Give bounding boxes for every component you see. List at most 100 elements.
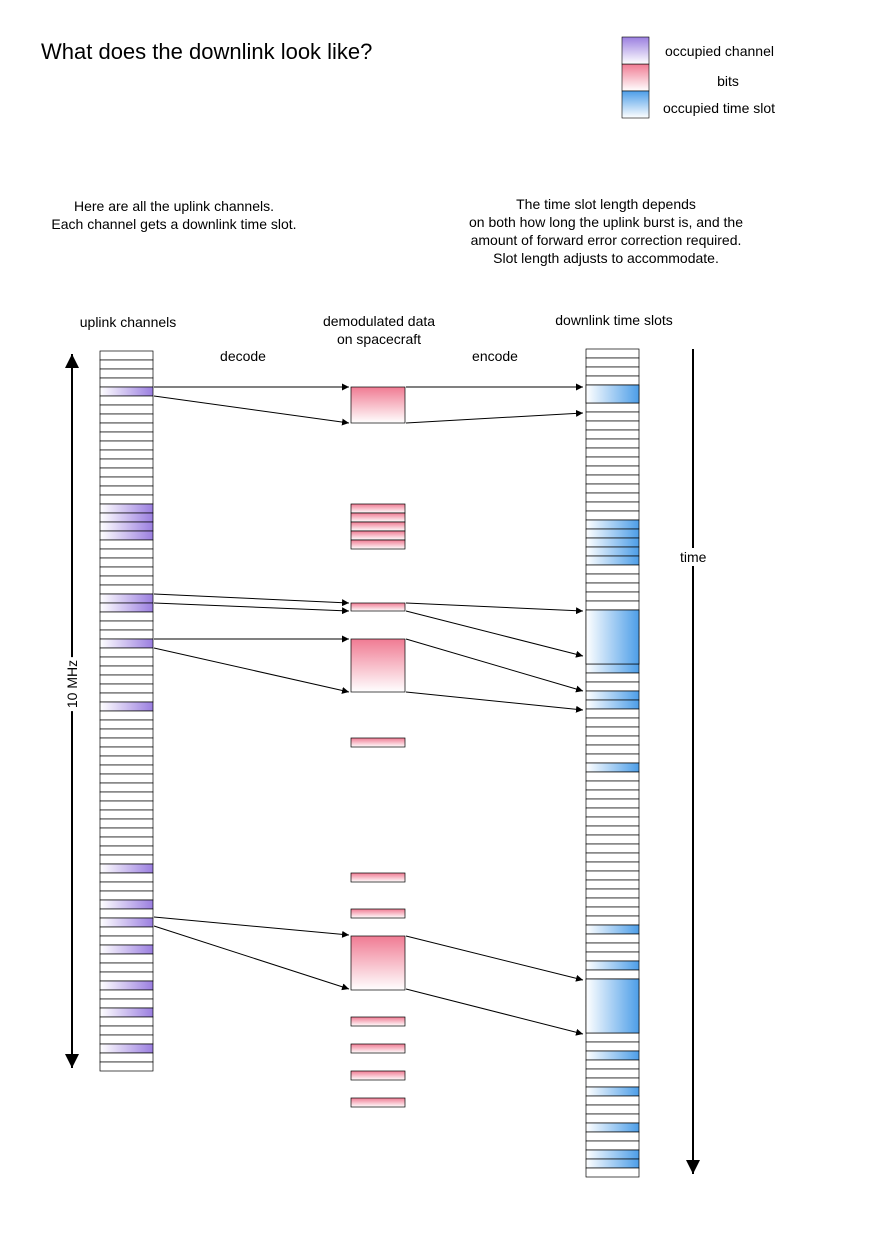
downlink-slot — [585, 681, 640, 692]
downlink-slot — [585, 708, 640, 719]
demod-header-line: on spacecraft — [336, 331, 422, 347]
downlink-slot — [585, 438, 640, 449]
downlink-slot-occupied — [585, 960, 640, 971]
uplink-channel — [99, 449, 154, 460]
downlink-slot — [585, 420, 640, 431]
uplink-channel — [99, 665, 154, 676]
downlink-slot-occupied — [585, 519, 640, 530]
uplink-channel — [99, 494, 154, 505]
uplink-channel — [99, 566, 154, 577]
demod-column-header: demodulated data on spacecraft — [323, 312, 435, 348]
encode-label: encode — [472, 348, 518, 364]
downlink-slot-large — [585, 609, 640, 665]
uplink-channel-occupied — [99, 530, 154, 541]
uplink-channel — [99, 467, 154, 478]
uplink-channel — [99, 539, 154, 550]
encode-arrow — [405, 935, 584, 982]
downlink-slot — [585, 1032, 640, 1043]
encode-arrow — [405, 602, 584, 615]
downlink-slot-occupied — [585, 1122, 640, 1133]
decode-arrow — [153, 593, 350, 607]
uplink-channel — [99, 755, 154, 766]
uplink-channel — [99, 368, 154, 379]
demod-bits-block — [350, 530, 406, 541]
downlink-slot — [585, 870, 640, 881]
demod-bits-block — [350, 638, 406, 693]
encode-arrow — [405, 638, 584, 693]
uplink-channel — [99, 458, 154, 469]
demod-bits-block — [350, 1016, 406, 1027]
downlink-slot — [585, 474, 640, 485]
uplink-channel — [99, 548, 154, 559]
downlink-slot — [585, 375, 640, 386]
downlink-slot-occupied — [585, 1158, 640, 1169]
legend-label-occupied-channel: occupied channel — [665, 43, 774, 59]
uplink-channel — [99, 782, 154, 793]
downlink-slot-occupied — [585, 762, 640, 773]
downlink-slot — [585, 969, 640, 980]
demod-bits-block — [350, 1043, 406, 1054]
timeslot-note-line: Slot length adjusts to accommodate. — [493, 250, 719, 266]
uplink-channel — [99, 440, 154, 451]
diagram-title: What does the downlink look like? — [41, 39, 373, 64]
uplink-channel — [99, 953, 154, 964]
downlink-slot — [585, 456, 640, 467]
downlink-slot — [585, 348, 640, 359]
uplink-channel — [99, 404, 154, 415]
legend-swatch-occupied-time-slot — [621, 90, 650, 119]
uplink-channel — [99, 710, 154, 721]
uplink-channel — [99, 989, 154, 1000]
downlink-slot — [585, 789, 640, 800]
uplink-channel — [99, 431, 154, 442]
uplink-channel — [99, 584, 154, 595]
uplink-channel — [99, 485, 154, 496]
uplink-channel — [99, 827, 154, 838]
uplink-channel-occupied — [99, 1007, 154, 1018]
downlink-slot — [585, 879, 640, 890]
uplink-channel — [99, 818, 154, 829]
uplink-channel — [99, 377, 154, 388]
uplink-channel — [99, 971, 154, 982]
uplink-channel — [99, 359, 154, 370]
uplink-channel — [99, 629, 154, 640]
downlink-slot — [585, 717, 640, 728]
mapping-arrows — [153, 383, 584, 1036]
decode-arrow — [153, 602, 350, 615]
encode-arrow — [405, 988, 584, 1036]
demod-bits-block — [350, 602, 406, 612]
downlink-slot-occupied — [585, 690, 640, 701]
downlink-slot — [585, 564, 640, 575]
uplink-channel — [99, 890, 154, 901]
downlink-slot-occupied — [585, 528, 640, 539]
downlink-slot — [585, 1059, 640, 1070]
uplink-channel — [99, 719, 154, 730]
uplink-channel-occupied — [99, 863, 154, 874]
uplink-note-line: Here are all the uplink channels. — [73, 198, 275, 214]
downlink-slot — [585, 1140, 640, 1151]
decode-arrow — [153, 395, 350, 426]
uplink-channel-occupied — [99, 638, 154, 649]
uplink-channel — [99, 656, 154, 667]
downlink-slot — [585, 744, 640, 755]
uplink-channel-occupied — [99, 593, 154, 604]
decode-label: decode — [220, 348, 266, 364]
encode-arrow — [405, 691, 584, 713]
uplink-channel — [99, 557, 154, 568]
decode-arrow — [153, 647, 350, 694]
downlink-column-header: downlink time slots — [555, 312, 673, 328]
uplink-channel-occupied — [99, 521, 154, 532]
legend-label-occupied-time-slot: occupied time slot — [663, 100, 776, 116]
downlink-slot — [585, 726, 640, 737]
uplink-channel — [99, 998, 154, 1009]
downlink-slot — [585, 897, 640, 908]
uplink-channel — [99, 1016, 154, 1027]
uplink-channel-occupied — [99, 944, 154, 955]
downlink-slot-occupied — [585, 1050, 640, 1061]
downlink-slot — [585, 1041, 640, 1052]
downlink-slot-occupied — [585, 663, 640, 674]
downlink-slot-occupied — [585, 699, 640, 710]
encode-arrow — [405, 610, 584, 658]
downlink-slot — [585, 942, 640, 953]
uplink-channel — [99, 575, 154, 586]
